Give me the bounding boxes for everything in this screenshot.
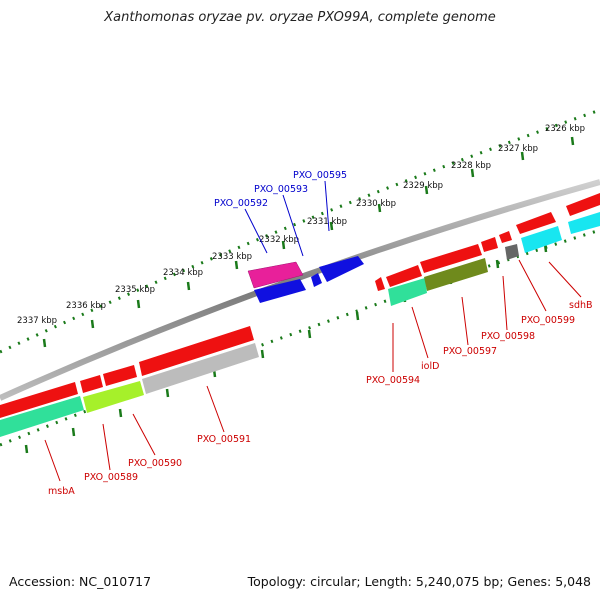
gene-big-red-1	[420, 244, 482, 273]
gene-label-pxo00590: PXO_00590	[128, 458, 182, 469]
ruler-label: 2331 kbp	[307, 217, 347, 227]
gene-red-5	[566, 193, 600, 216]
inner-ruler	[0, 228, 600, 447]
gene-pxo00592	[247, 261, 304, 289]
gene-pxo00591	[142, 343, 259, 394]
gene-pxo00598	[505, 244, 519, 260]
genome-summary-text: Topology: circular; Length: 5,240,075 bp…	[247, 574, 591, 589]
ruler-label: 2328 kbp	[451, 161, 491, 171]
outer-ruler-ticks	[42, 136, 575, 348]
gene-label-msba: msbA	[48, 486, 75, 497]
reverse-genes-right	[375, 193, 600, 306]
accession-text: Accession: NC_010717	[9, 574, 152, 589]
leader-lines	[44, 180, 582, 482]
gene-pxo00594-red	[386, 265, 422, 287]
gene-red-2	[481, 237, 498, 252]
ruler-label: 2329 kbp	[403, 181, 443, 191]
ruler-label: 2337 kbp	[17, 316, 57, 326]
gene-pxo00593	[254, 279, 306, 303]
gene-label-iold: iolD	[421, 361, 439, 372]
gene-pxo00595	[319, 256, 364, 282]
ruler-label: 2336 kbp	[66, 301, 106, 311]
gene-pxo00599	[521, 226, 562, 253]
ruler-label: 2332 kbp	[259, 235, 299, 245]
gene-pxo00594	[388, 278, 427, 306]
gene-label-pxo00597: PXO_00597	[443, 346, 497, 357]
genes-left	[0, 326, 259, 437]
gene-label-pxo00595: PXO_00595	[293, 170, 347, 181]
gene-label-pxo00598: PXO_00598	[481, 331, 535, 342]
gene-red-left-2	[80, 375, 103, 393]
gene-pxo00593b	[311, 273, 322, 287]
gene-iold	[424, 258, 488, 291]
gene-red-left-3	[103, 365, 137, 386]
ruler-label: 2330 kbp	[356, 199, 396, 209]
gene-label-sdhb: sdhB	[569, 300, 593, 311]
ruler-label: 2327 kbp	[498, 144, 538, 154]
gene-label-pxo00599: PXO_00599	[521, 315, 575, 326]
gene-red-4	[516, 212, 556, 234]
map-title: Xanthomonas oryzae pv. oryzae PXO99A, co…	[104, 10, 496, 25]
gene-red-3	[499, 231, 512, 243]
gene-label-pxo00589: PXO_00589	[84, 472, 138, 483]
ruler-label: 2335 kbp	[115, 285, 155, 295]
gene-sdhb	[568, 212, 600, 234]
gene-label-pxo00593: PXO_00593	[254, 184, 308, 195]
forward-genes	[247, 256, 364, 303]
gene-small-red	[375, 277, 385, 291]
ruler-label: 2334 kbp	[163, 268, 203, 278]
ruler-label: 2326 kbp	[545, 124, 585, 134]
gene-label-pxo00592: PXO_00592	[214, 198, 268, 209]
gene-label-pxo00594: PXO_00594	[366, 375, 420, 386]
gene-pxo00589	[83, 381, 144, 413]
gene-label-pxo00591: PXO_00591	[197, 434, 251, 445]
genome-backbone	[0, 179, 600, 401]
gene-msba-red	[0, 382, 78, 418]
gene-red-left-4	[139, 326, 254, 376]
gene-msba	[0, 396, 84, 437]
ruler-label: 2333 kbp	[212, 252, 252, 262]
